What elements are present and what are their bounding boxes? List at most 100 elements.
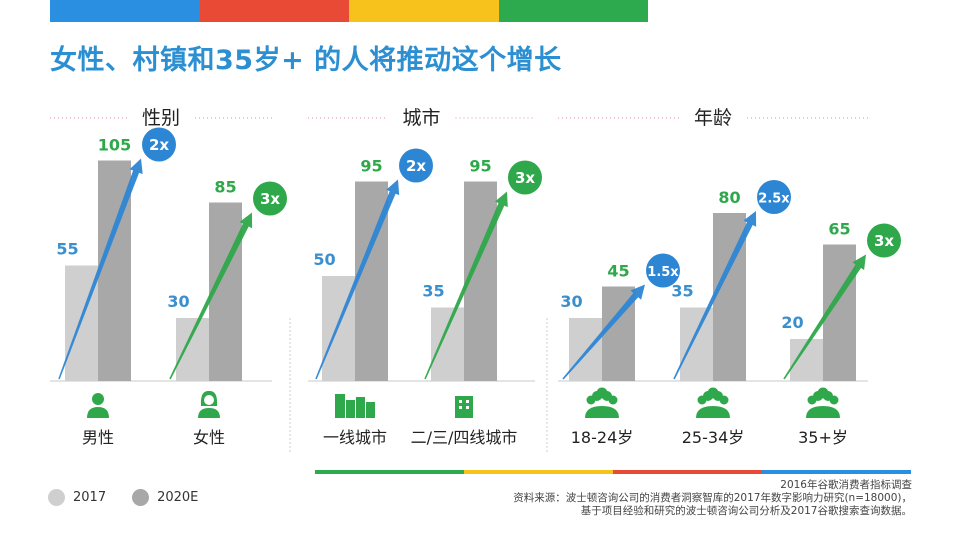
growth-badge (399, 148, 433, 183)
icon-window (459, 400, 462, 403)
top-bar-green (498, 0, 648, 22)
source-note: 2016年谷歌消费者指标调查 资料来源：波士顿咨询公司的消费者洞察智库的2017… (513, 479, 912, 518)
icon-person-head (817, 387, 829, 399)
city-buildings-icon (335, 394, 375, 418)
female-person-icon (198, 390, 220, 418)
icon-window (459, 406, 462, 409)
category-label: 男性 (82, 428, 114, 447)
growth-badge-label: 2x (149, 136, 169, 154)
panel-title: 城市 (402, 107, 440, 129)
growth-badge (142, 127, 176, 162)
growth-badge (757, 180, 791, 214)
category-label: 女性 (193, 428, 225, 447)
group-people-icon (806, 387, 840, 418)
data-label-2020e: 80 (718, 188, 740, 207)
bar-2017 (680, 307, 713, 381)
growth-badge-label: 2.5x (758, 192, 790, 207)
icon-building (455, 396, 473, 418)
bottom-line-yellow (464, 470, 613, 474)
icon-body (198, 408, 220, 418)
icon-body (87, 407, 109, 418)
panel-title: 性别 (142, 107, 180, 129)
legend-item-2017: 2017 (48, 489, 106, 506)
icon-face (204, 395, 214, 405)
growth-arrow (169, 212, 253, 380)
source-line-2: 资料来源：波士顿咨询公司的消费者洞察智库的2017年数字影响力研究(n=1800… (513, 492, 912, 504)
icon-building (346, 400, 355, 418)
bottom-line-red (613, 470, 762, 474)
data-label-2020e: 105 (98, 136, 131, 155)
category-label: 25-34岁 (682, 428, 745, 447)
source-line-3: 基于项目经验和研究的波士顿咨询公司分析及2017谷歌搜索查询数据。 (580, 505, 912, 517)
growth-arrow (315, 179, 400, 380)
bottom-color-line (315, 470, 911, 474)
group-people-icon (585, 387, 619, 418)
icon-person-head (596, 387, 608, 399)
source-line-1: 2016年谷歌消费者指标调查 (780, 479, 912, 491)
icon-group-body (585, 406, 619, 418)
growth-arrow (58, 158, 143, 380)
data-label-2017: 35 (671, 282, 693, 301)
town-building-icon (455, 396, 473, 418)
bottom-line-blue (762, 470, 911, 474)
icon-head (92, 393, 104, 405)
data-label-2020e: 85 (214, 178, 236, 197)
group-people-icon (696, 387, 730, 418)
icon-window (466, 400, 469, 403)
male-person-icon (87, 393, 109, 418)
growth-badge-label: 3x (260, 190, 280, 208)
top-color-bar (50, 0, 648, 22)
legend-label-2020e: 2020E (157, 490, 199, 505)
growth-arrow (783, 254, 866, 380)
bottom-line-green (315, 470, 464, 474)
data-label-2017: 55 (56, 240, 78, 259)
icon-person-head (707, 387, 719, 399)
top-bar-red (199, 0, 349, 22)
growth-badge (867, 223, 901, 258)
icon-building (356, 397, 365, 418)
category-label: 一线城市 (323, 428, 387, 447)
growth-badge (253, 181, 287, 216)
growth-badge-label: 1.5x (647, 265, 679, 280)
legend-swatch-2017 (48, 489, 65, 506)
bar-2017 (431, 307, 464, 381)
chart-panel-3: 年龄 30 45 1.5x 18-24岁 35 80 2.5x 25-34岁 20 65 3x 35+岁 (558, 107, 901, 447)
chart-legend: 2017 2020E (48, 489, 224, 506)
icon-group-body (696, 406, 730, 418)
category-label: 18-24岁 (571, 428, 634, 447)
bar-2017 (569, 318, 602, 381)
growth-badge-label: 2x (406, 157, 426, 175)
growth-badge-label: 3x (874, 232, 894, 250)
legend-label-2017: 2017 (73, 490, 107, 505)
growth-badge-label: 3x (515, 169, 535, 187)
growth-badge (646, 253, 680, 288)
data-label-2020e: 95 (469, 157, 491, 176)
icon-window (466, 406, 469, 409)
chart-panel-1: 性别 55 105 2x 男性 30 85 3x 女性 (50, 107, 287, 447)
data-label-2017: 30 (167, 292, 189, 311)
panel-title: 年龄 (694, 107, 732, 129)
data-label-2017: 30 (560, 292, 582, 311)
growth-arrow (562, 284, 645, 380)
data-label-2017: 50 (313, 250, 335, 269)
data-label-2017: 35 (422, 282, 444, 301)
data-label-2020e: 45 (607, 262, 629, 281)
data-label-2017: 20 (781, 313, 803, 332)
legend-swatch-2020e (132, 489, 150, 506)
category-label: 35+岁 (798, 428, 848, 447)
growth-arrow (424, 191, 508, 380)
chart-panel-2: 城市 50 95 2x 一线城市 35 95 3x 二/三/四线城市 (308, 107, 542, 447)
icon-building (366, 402, 375, 418)
data-label-2020e: 95 (360, 157, 382, 176)
top-bar-yellow (349, 0, 499, 22)
category-label: 二/三/四线城市 (411, 428, 518, 447)
growth-badge (508, 160, 542, 195)
data-label-2020e: 65 (828, 220, 850, 239)
bar-2017 (176, 318, 209, 381)
growth-arrow (673, 211, 757, 380)
icon-building (335, 394, 345, 418)
page-title: 女性、村镇和35岁+ 的人将推动这个增长 (50, 45, 562, 76)
legend-item-2020e: 2020E (132, 489, 198, 506)
top-bar-blue (50, 0, 200, 22)
